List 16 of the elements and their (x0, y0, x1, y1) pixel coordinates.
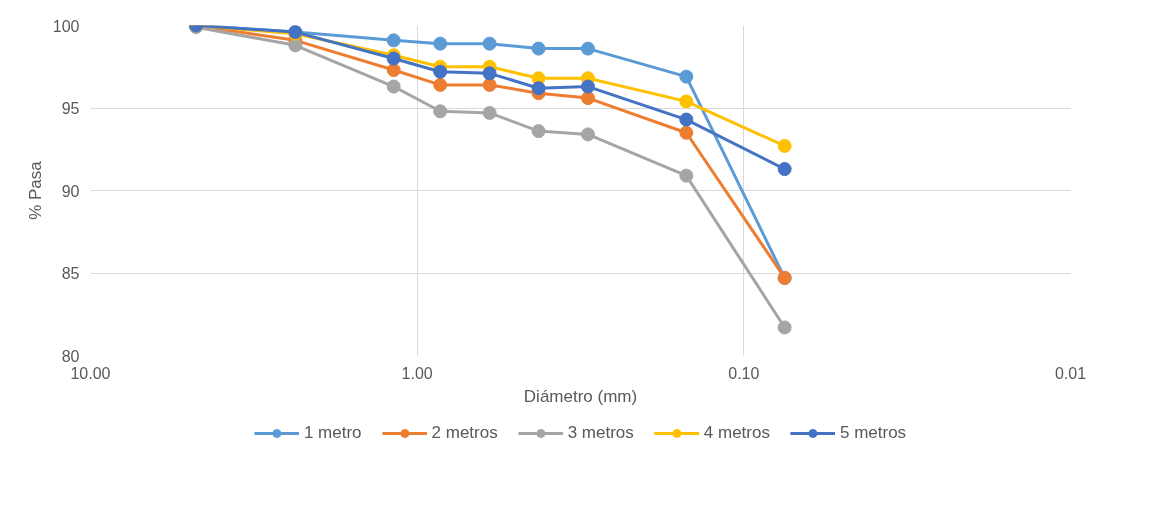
y-tick-label: 85 (61, 265, 80, 282)
x-tick-label: 1.00 (401, 364, 433, 382)
legend-label: 5 metros (839, 423, 907, 443)
legend-label: 3 metros (567, 423, 634, 443)
x-axis-title: Diámetro (mm) (523, 386, 638, 406)
legend-label: 1 metro (303, 423, 362, 443)
y-axis-title: % Pasa (25, 160, 45, 220)
x-tick-label: 10.00 (70, 364, 111, 382)
x-tick-label: 0.10 (728, 364, 760, 382)
y-tick-label: 95 (61, 100, 80, 117)
x-tick-label: 0.01 (1054, 364, 1087, 382)
legend-label: 4 metros (703, 423, 770, 443)
y-tick-label: 90 (61, 182, 80, 200)
y-tick-label: 80 (61, 347, 80, 365)
y-tick-label: 100 (52, 17, 80, 35)
legend-label: 2 metros (431, 423, 498, 443)
